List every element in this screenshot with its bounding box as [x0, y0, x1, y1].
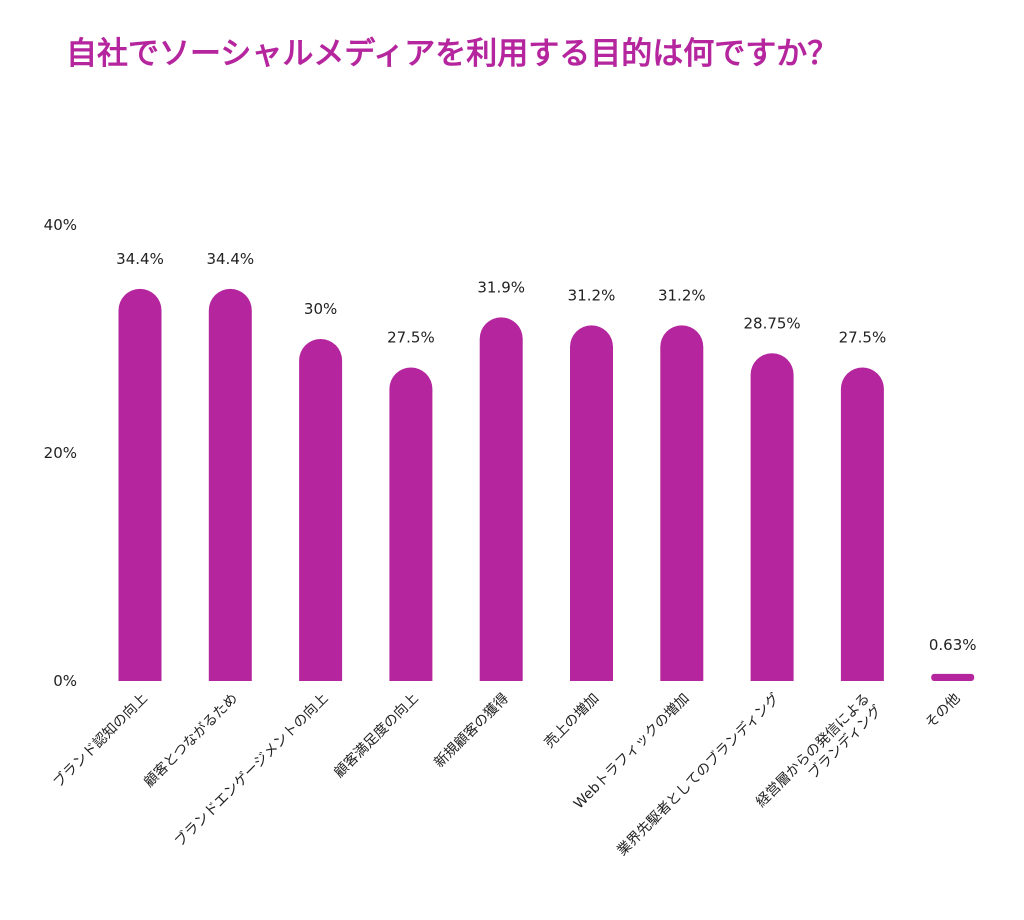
data-label: 27.5%: [839, 329, 887, 347]
category-label: ブランドエンゲージメントの向上: [171, 690, 331, 850]
bar: [299, 339, 343, 681]
bar: [208, 288, 252, 681]
bar: [931, 673, 975, 681]
bar: [389, 367, 433, 681]
data-label: 34.4%: [206, 250, 254, 268]
y-tick-label: 20%: [44, 444, 77, 462]
bar: [750, 353, 794, 681]
category-label-line: その他: [923, 691, 964, 732]
chart-title: 自社でソーシャルメディアを利用する目的は何ですか？: [66, 36, 839, 72]
data-label: 30%: [304, 300, 337, 318]
data-label: 34.4%: [116, 250, 164, 268]
category-label: ブランド認知の向上: [50, 690, 151, 791]
y-axis-ticks: 0% 20% 40%: [44, 216, 77, 690]
category-label: 顧客とつながるため: [140, 690, 241, 791]
category-label-line: 売上の増加: [542, 691, 603, 752]
data-label: 0.63%: [929, 636, 977, 654]
category-label-line: 業界先駆者としてのブランディング: [613, 690, 782, 859]
bar: [660, 325, 704, 681]
category-label: 顧客満足度の向上: [331, 690, 422, 781]
category-label-line: ブランドエンゲージメントの向上: [171, 690, 331, 850]
data-label: 31.9%: [477, 278, 525, 296]
category-label: 新規顧客の獲得: [431, 690, 512, 771]
bar: [570, 325, 613, 681]
category-label-line: 顧客満足度の向上: [331, 690, 422, 781]
bar: [479, 317, 523, 681]
category-label-line: ブランド認知の向上: [50, 690, 151, 791]
data-labels: 34.4% 34.4% 30% 27.5% 31.9% 31.2% 31.2% 28.75% 2…: [116, 250, 976, 654]
data-label: 27.5%: [387, 329, 435, 347]
category-label: 売上の増加: [542, 691, 603, 752]
bar: [840, 367, 884, 681]
category-label: その他: [923, 691, 964, 732]
data-label: 31.2%: [658, 286, 706, 304]
data-label: 31.2%: [568, 286, 616, 304]
data-label: 28.75%: [743, 314, 800, 332]
bar-series: [118, 288, 975, 681]
category-label: 業界先駆者としてのブランディング: [613, 690, 782, 859]
category-label-line: 新規顧客の獲得: [431, 690, 512, 771]
category-label-line: 顧客とつながるため: [140, 690, 241, 791]
bar: [118, 288, 162, 681]
y-tick-label: 40%: [44, 216, 77, 234]
y-tick-label: 0%: [53, 672, 77, 690]
